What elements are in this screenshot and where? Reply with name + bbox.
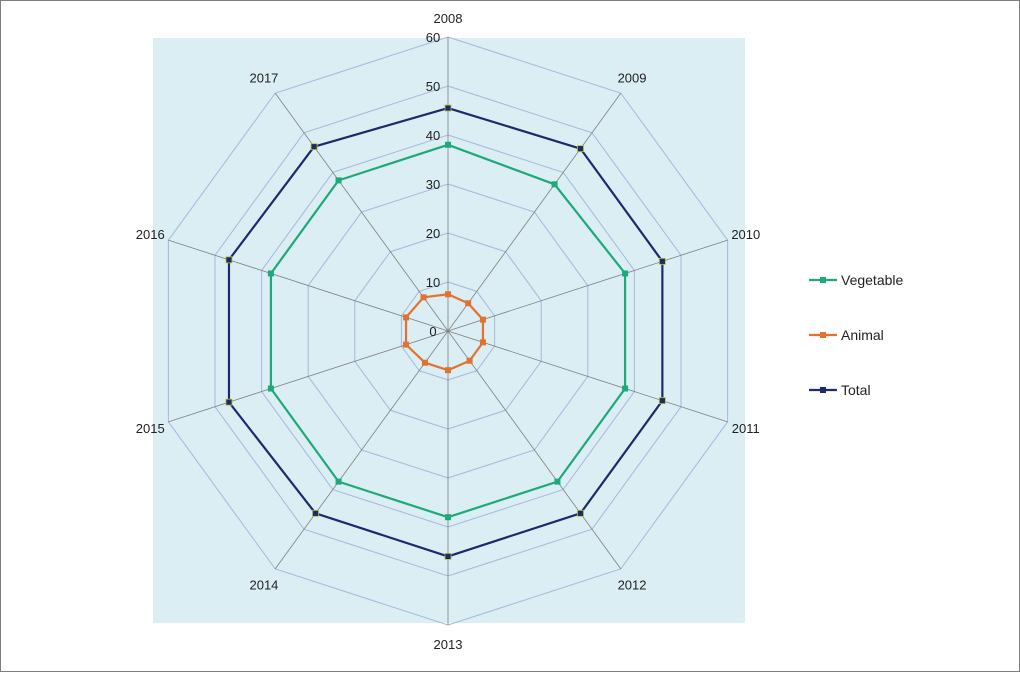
- data-point-total-2011: [658, 397, 666, 405]
- data-point-total-2012: [577, 509, 584, 517]
- data-point-animal-2012: [466, 357, 473, 364]
- legend-label: Total: [841, 382, 871, 398]
- axis-spoke-2009: [447, 92, 622, 332]
- legend-swatch-marker: [820, 332, 826, 338]
- data-point-animal-2011: [479, 339, 486, 346]
- data-point-animal-2009: [465, 300, 472, 307]
- series-animal: [403, 291, 486, 374]
- axis-spokes: [168, 37, 728, 625]
- category-label-2016: 2016: [136, 227, 165, 242]
- legend-item-total: Total: [809, 382, 871, 398]
- legend-item-vegetable: Vegetable: [809, 272, 903, 288]
- data-point-total-2015: [225, 398, 233, 406]
- data-point-vegetable-2009: [551, 181, 558, 188]
- category-label-2013: 2013: [434, 637, 463, 652]
- data-point-vegetable-2015: [267, 385, 274, 392]
- axis-spoke-2012: [447, 330, 622, 570]
- category-label-2015: 2015: [136, 421, 165, 436]
- series-vegetable: [267, 141, 629, 521]
- data-point-animal-2008: [445, 291, 451, 298]
- data-point-total-2014: [312, 509, 319, 517]
- category-label-2009: 2009: [618, 71, 647, 86]
- data-point-total-2013: [444, 553, 452, 560]
- data-point-total-2017: [310, 143, 318, 151]
- data-point-animal-2013: [445, 367, 451, 374]
- tick-label: 30: [426, 177, 440, 192]
- category-label-2008: 2008: [434, 11, 463, 26]
- tick-label: 10: [426, 275, 440, 290]
- legend-item-animal: Animal: [809, 327, 884, 343]
- data-point-animal-2016: [403, 314, 410, 321]
- legend-swatch-marker: [820, 277, 826, 283]
- data-point-animal-2010: [479, 316, 486, 323]
- data-point-vegetable-2010: [622, 270, 629, 277]
- data-point-vegetable-2012: [554, 478, 561, 485]
- data-point-total-2009: [577, 145, 584, 153]
- radial-tick-labels: 0 10 20 30 40 50 60: [426, 30, 440, 339]
- axis-spoke-2017: [274, 92, 449, 332]
- category-label-2017: 2017: [249, 71, 278, 86]
- axis-spoke-2011: [447, 330, 728, 423]
- category-label-2012: 2012: [618, 577, 647, 592]
- data-point-vegetable-2008: [445, 141, 451, 148]
- data-point-animal-2017: [420, 294, 427, 301]
- data-point-vegetable-2014: [335, 478, 342, 485]
- tick-label: 0: [429, 324, 436, 339]
- series: [225, 104, 666, 560]
- data-point-vegetable-2017: [335, 177, 342, 184]
- category-label-2011: 2011: [732, 421, 760, 436]
- axis-spoke-2010: [447, 239, 728, 332]
- data-point-total-2008: [444, 104, 452, 112]
- category-label-2014: 2014: [249, 577, 278, 592]
- data-point-vegetable-2016: [267, 270, 274, 277]
- tick-label: 60: [426, 30, 440, 45]
- axis-spoke-2016: [168, 239, 449, 332]
- data-point-animal-2014: [421, 359, 428, 366]
- series-total: [225, 104, 666, 560]
- data-point-total-2016: [225, 256, 233, 264]
- tick-label: 20: [426, 226, 440, 241]
- legend: Vegetable Animal Total: [809, 272, 903, 398]
- legend-swatch-marker: [820, 387, 826, 393]
- data-point-vegetable-2013: [445, 514, 451, 521]
- tick-label: 40: [426, 128, 440, 143]
- axis-spoke-2014: [274, 330, 449, 570]
- tick-label: 50: [426, 79, 440, 94]
- legend-label: Vegetable: [841, 272, 903, 288]
- data-point-animal-2015: [403, 341, 410, 348]
- legend-label: Animal: [841, 327, 884, 343]
- data-point-total-2010: [658, 257, 666, 265]
- axis-spoke-2015: [168, 330, 449, 423]
- category-label-2010: 2010: [731, 227, 760, 242]
- data-point-vegetable-2011: [622, 385, 629, 392]
